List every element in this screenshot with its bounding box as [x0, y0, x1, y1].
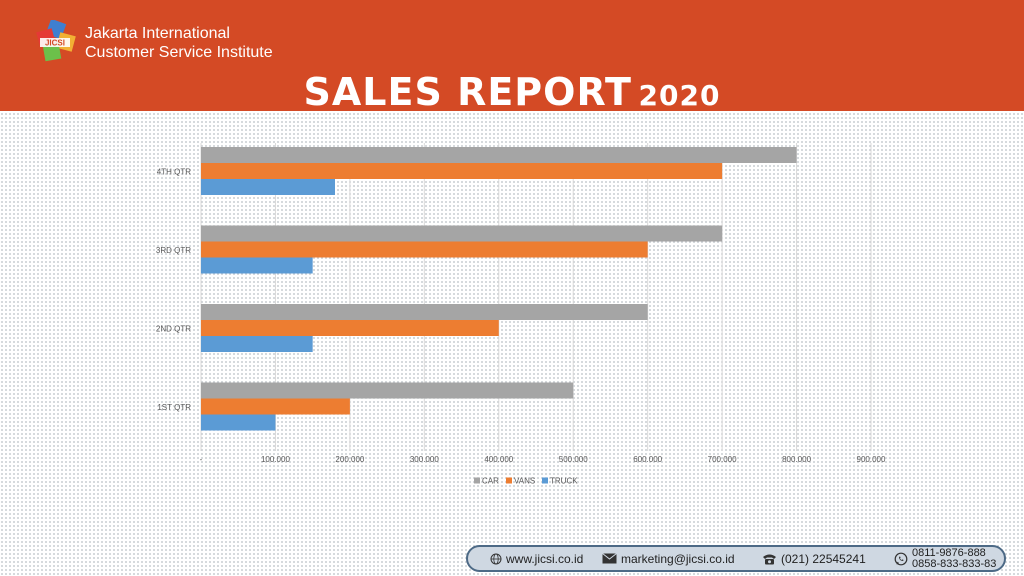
bar-vans-2 — [201, 320, 499, 336]
category-label: 3RD QTR — [156, 246, 191, 255]
x-tick-label: 200.000 — [335, 455, 364, 464]
report-title-year: 2020 — [638, 79, 721, 112]
x-tick-label: 700.000 — [708, 455, 737, 464]
organization-name: Jakarta International Customer Service I… — [85, 24, 273, 62]
envelope-icon — [602, 553, 617, 564]
telephone-icon — [763, 554, 776, 564]
phone-text: (021) 22545241 — [781, 551, 866, 566]
bar-vans-3 — [201, 241, 648, 258]
x-tick-label: 400.000 — [484, 455, 513, 464]
legend-swatch-car — [474, 477, 480, 484]
whatsapp-number-2: 0858-833-833-83 — [912, 558, 997, 570]
logo-text: JICSI — [45, 39, 65, 48]
bar-vans-1 — [201, 398, 350, 415]
org-name-line1: Jakarta International — [85, 25, 230, 42]
legend-swatch-truck — [542, 477, 548, 484]
legend-label-car: CAR — [482, 477, 499, 486]
email-text: marketing@jicsi.co.id — [621, 551, 735, 566]
x-tick-label: 800.000 — [782, 455, 811, 464]
x-tick-label: 900.000 — [857, 455, 886, 464]
jicsi-logo: JICSI — [36, 20, 76, 62]
org-name-line2: Customer Service Institute — [85, 44, 273, 61]
footer-phone[interactable]: (021) 22545241 — [762, 547, 866, 570]
footer-website[interactable]: www.jicsi.co.id — [490, 547, 583, 570]
x-tick-label: 300.000 — [410, 455, 439, 464]
legend-label-truck: TRUCK — [550, 477, 578, 486]
whatsapp-number-1: 0811-9876-888 — [912, 547, 986, 559]
sales-bar-chart: 1ST QTR 2ND QTR 3RD QTR 4TH QTR - 100.000 200.… — [156, 143, 886, 486]
legend-label-vans: VANS — [514, 477, 535, 486]
bar-truck-1 — [201, 414, 276, 431]
category-label: 2ND QTR — [156, 325, 191, 334]
bar-car-1 — [201, 382, 574, 399]
contact-footer: www.jicsi.co.id marketing@jicsi.co.id (0… — [466, 545, 1006, 572]
report-title-main: SALES REPORT — [303, 70, 632, 114]
whatsapp-icon — [894, 552, 908, 566]
bar-truck-3 — [201, 257, 313, 274]
category-label: 4TH QTR — [157, 168, 191, 177]
bar-vans-4 — [201, 163, 723, 179]
footer-email[interactable]: marketing@jicsi.co.id — [602, 547, 735, 570]
x-tick-label: 100.000 — [261, 455, 290, 464]
footer-whatsapp[interactable]: 0811-9876-888 0858-833-833-83 — [894, 548, 996, 570]
bar-car-4 — [201, 147, 797, 163]
x-tick-label: 500.000 — [559, 455, 588, 464]
legend-swatch-vans — [506, 477, 512, 484]
globe-icon — [490, 553, 502, 564]
x-tick-label: 600.000 — [633, 455, 662, 464]
header-banner: JICSI Jakarta International Customer Ser… — [0, 0, 1024, 114]
website-text: www.jicsi.co.id — [506, 551, 584, 566]
bar-truck-4 — [201, 179, 335, 195]
bar-car-3 — [201, 225, 723, 242]
x-tick-label: - — [200, 455, 203, 464]
report-title: SALES REPORT 2020 — [0, 70, 1024, 114]
category-label: 1ST QTR — [157, 403, 191, 412]
bar-car-2 — [201, 304, 648, 320]
bar-truck-2 — [201, 336, 313, 352]
